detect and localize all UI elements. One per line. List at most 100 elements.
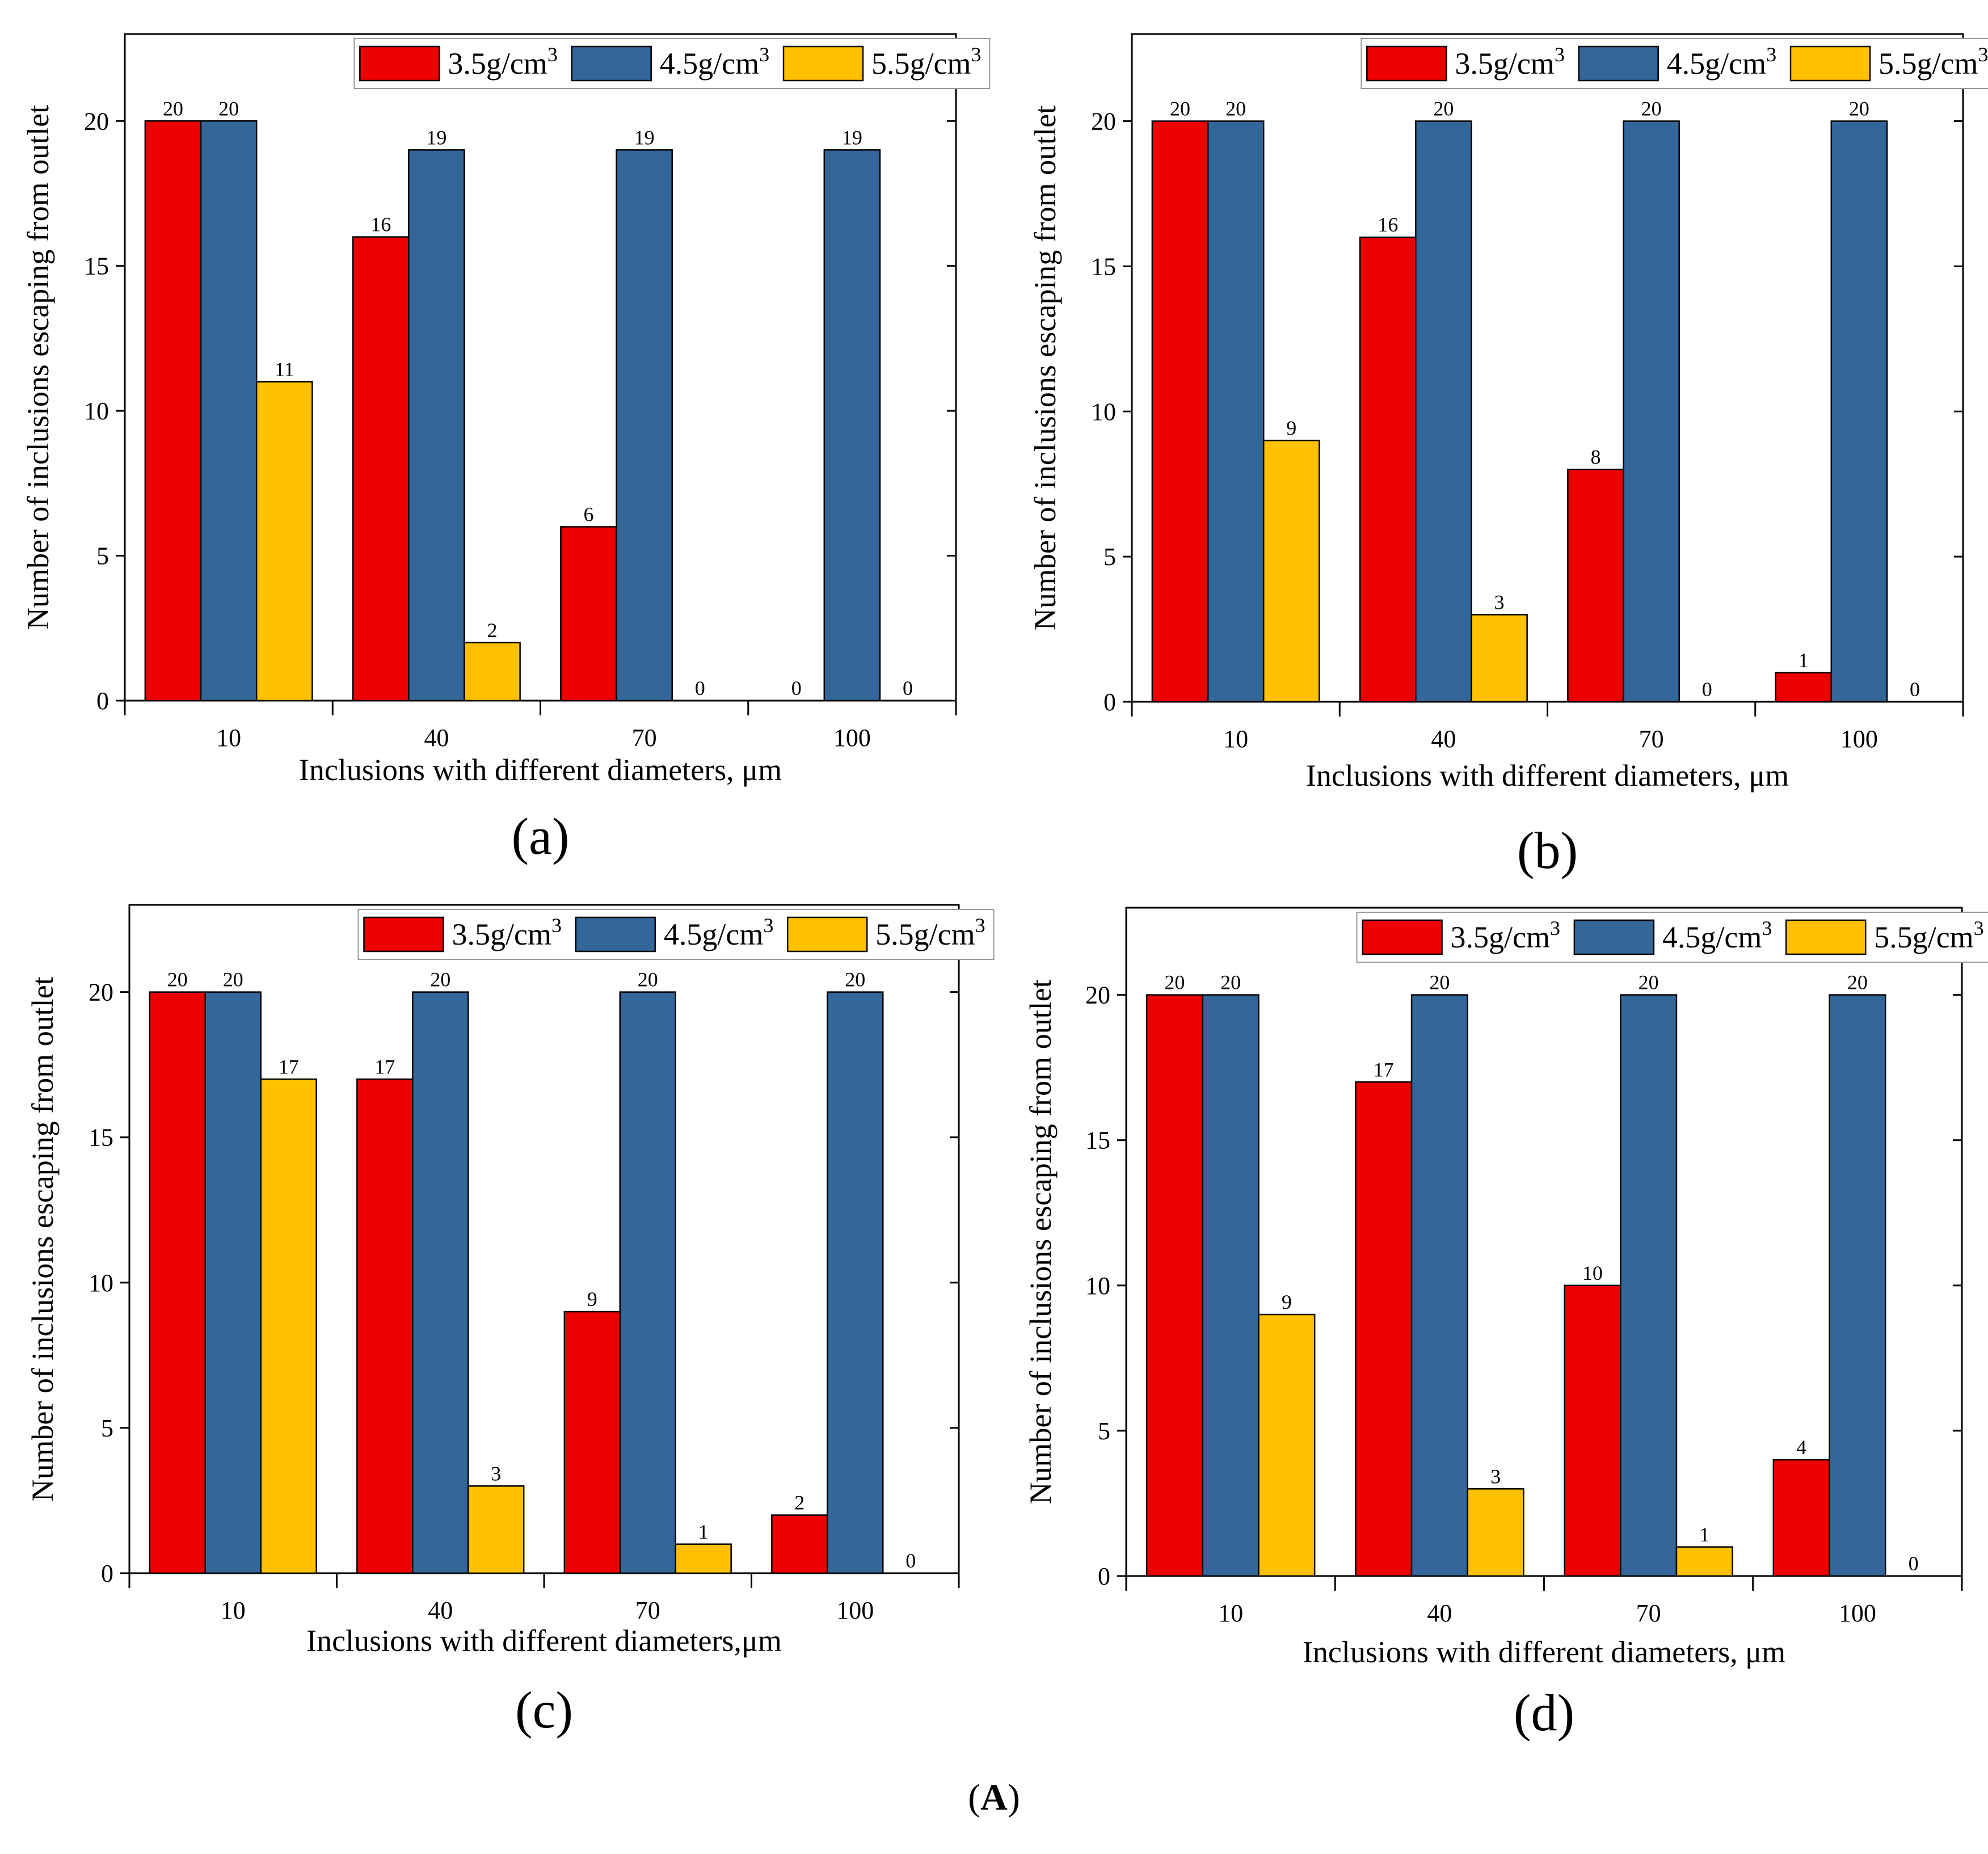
data-label: 19 [426, 126, 447, 149]
x-tick-label: 100 [833, 724, 871, 752]
data-label: 20 [1225, 98, 1246, 120]
panel-label: (a) [511, 807, 569, 865]
legend-swatch [782, 45, 864, 82]
panel-label: (c) [515, 1681, 573, 1739]
bar [1775, 672, 1833, 703]
data-label: 20 [638, 968, 658, 991]
data-label: 20 [1639, 971, 1659, 994]
bar [1410, 994, 1468, 1577]
y-tick-label: 10 [89, 1269, 113, 1297]
data-label: 9 [1286, 416, 1296, 439]
data-label: 0 [1910, 678, 1920, 701]
bar [1772, 1459, 1830, 1577]
legend-label: 3.5g/cm3 [1455, 43, 1564, 81]
bar [464, 642, 521, 702]
data-label: 20 [1170, 98, 1190, 120]
chart-panel-1: 0 5 10 15 20 20 20 11 10 16 19 2 40 6 19 0 70 0 19 0 100 Incl… [21, 33, 991, 865]
legend-swatch [1573, 919, 1655, 955]
bar [1620, 994, 1678, 1577]
bar [827, 991, 884, 1574]
legend-label: 3.5g/cm3 [452, 914, 562, 951]
bar [1830, 120, 1888, 703]
y-tick-label: 15 [84, 252, 109, 280]
data-label: 1 [698, 1520, 709, 1543]
bar [1623, 120, 1680, 703]
panel-label: (d) [1514, 1684, 1574, 1742]
bar [144, 120, 202, 702]
y-axis-title: Number of inclusions escaping from outle… [1028, 106, 1062, 630]
legend-box [1361, 38, 1988, 89]
y-tick-label: 10 [1085, 1272, 1110, 1300]
bar [1567, 469, 1624, 703]
y-tick-label: 10 [1091, 398, 1116, 425]
bar [260, 1078, 317, 1574]
bar [675, 1543, 732, 1574]
bar [200, 120, 258, 702]
x-tick-label: 10 [1223, 725, 1248, 753]
data-label: 17 [279, 1055, 299, 1078]
y-tick-label: 15 [89, 1124, 113, 1152]
data-label: 8 [1590, 446, 1600, 469]
legend-box [353, 38, 991, 89]
bar [1258, 1313, 1316, 1577]
bar [771, 1514, 828, 1574]
bar [1829, 994, 1886, 1577]
legend-swatch [575, 916, 656, 953]
data-label: 0 [695, 677, 705, 700]
x-axis-title: Inclusions with different diameters, μm [1303, 1635, 1785, 1669]
x-tick-label: 70 [632, 724, 657, 752]
legend-label: 5.5g/cm3 [875, 914, 985, 951]
y-axis-title: Number of inclusions escaping from outle… [1024, 979, 1058, 1504]
data-label: 19 [842, 126, 862, 149]
x-tick-label: 40 [1431, 725, 1456, 753]
bar [467, 1485, 525, 1574]
legend-label: 3.5g/cm3 [1451, 917, 1560, 954]
data-label: 9 [587, 1288, 597, 1311]
y-axis-title: Number of inclusions escaping from outle… [21, 105, 55, 630]
legend: 3.5g/cm3 4.5g/cm3 5.5g/cm3 [1361, 38, 1988, 89]
data-label: 20 [1429, 971, 1450, 994]
bar [1145, 994, 1204, 1577]
y-tick-label: 20 [84, 107, 109, 135]
data-label: 20 [1164, 971, 1185, 994]
x-tick-label: 70 [1639, 725, 1664, 753]
y-tick-label: 0 [1098, 1562, 1110, 1590]
y-tick-label: 5 [96, 542, 109, 570]
data-label: 20 [1220, 971, 1241, 994]
data-label: 17 [1374, 1058, 1394, 1081]
legend-box [357, 909, 995, 960]
data-label: 20 [223, 968, 243, 991]
data-label: 10 [1582, 1262, 1603, 1284]
bar [356, 1078, 414, 1574]
bar [1207, 120, 1265, 703]
bar [408, 149, 465, 702]
y-tick-label: 0 [96, 687, 109, 715]
bar [560, 526, 617, 702]
data-label: 0 [905, 1549, 916, 1572]
y-tick-label: 20 [89, 979, 113, 1006]
y-tick-label: 20 [1091, 108, 1116, 136]
bar [1471, 614, 1528, 703]
data-label: 20 [1847, 971, 1868, 994]
data-label: 4 [1796, 1436, 1806, 1459]
x-axis-title: Inclusions with different diameters, μm [1306, 759, 1789, 793]
data-label: 3 [1490, 1465, 1501, 1488]
legend: 3.5g/cm3 4.5g/cm3 5.5g/cm3 [357, 909, 995, 960]
bar [823, 149, 881, 702]
x-tick-label: 70 [1636, 1599, 1661, 1627]
legend: 3.5g/cm3 4.5g/cm3 5.5g/cm3 [353, 38, 991, 89]
legend-box [1356, 912, 1988, 963]
x-tick-label: 100 [1839, 1599, 1876, 1627]
legend-label: 4.5g/cm3 [1662, 917, 1772, 954]
data-label: 20 [845, 968, 865, 991]
bar [616, 149, 673, 702]
x-tick-label: 70 [635, 1596, 660, 1624]
x-axis-title: Inclusions with different diameters, μm [299, 753, 782, 787]
data-label: 6 [583, 503, 593, 525]
y-tick-label: 5 [1098, 1417, 1110, 1445]
bar [1355, 1081, 1413, 1577]
chart-panel-3: 0 5 10 15 20 20 20 17 10 17 20 3 40 9 20 1 70 2 20 0 100 Incl… [26, 904, 995, 1739]
bar [1202, 994, 1260, 1577]
data-label: 20 [430, 968, 450, 991]
data-label: 16 [370, 213, 391, 236]
